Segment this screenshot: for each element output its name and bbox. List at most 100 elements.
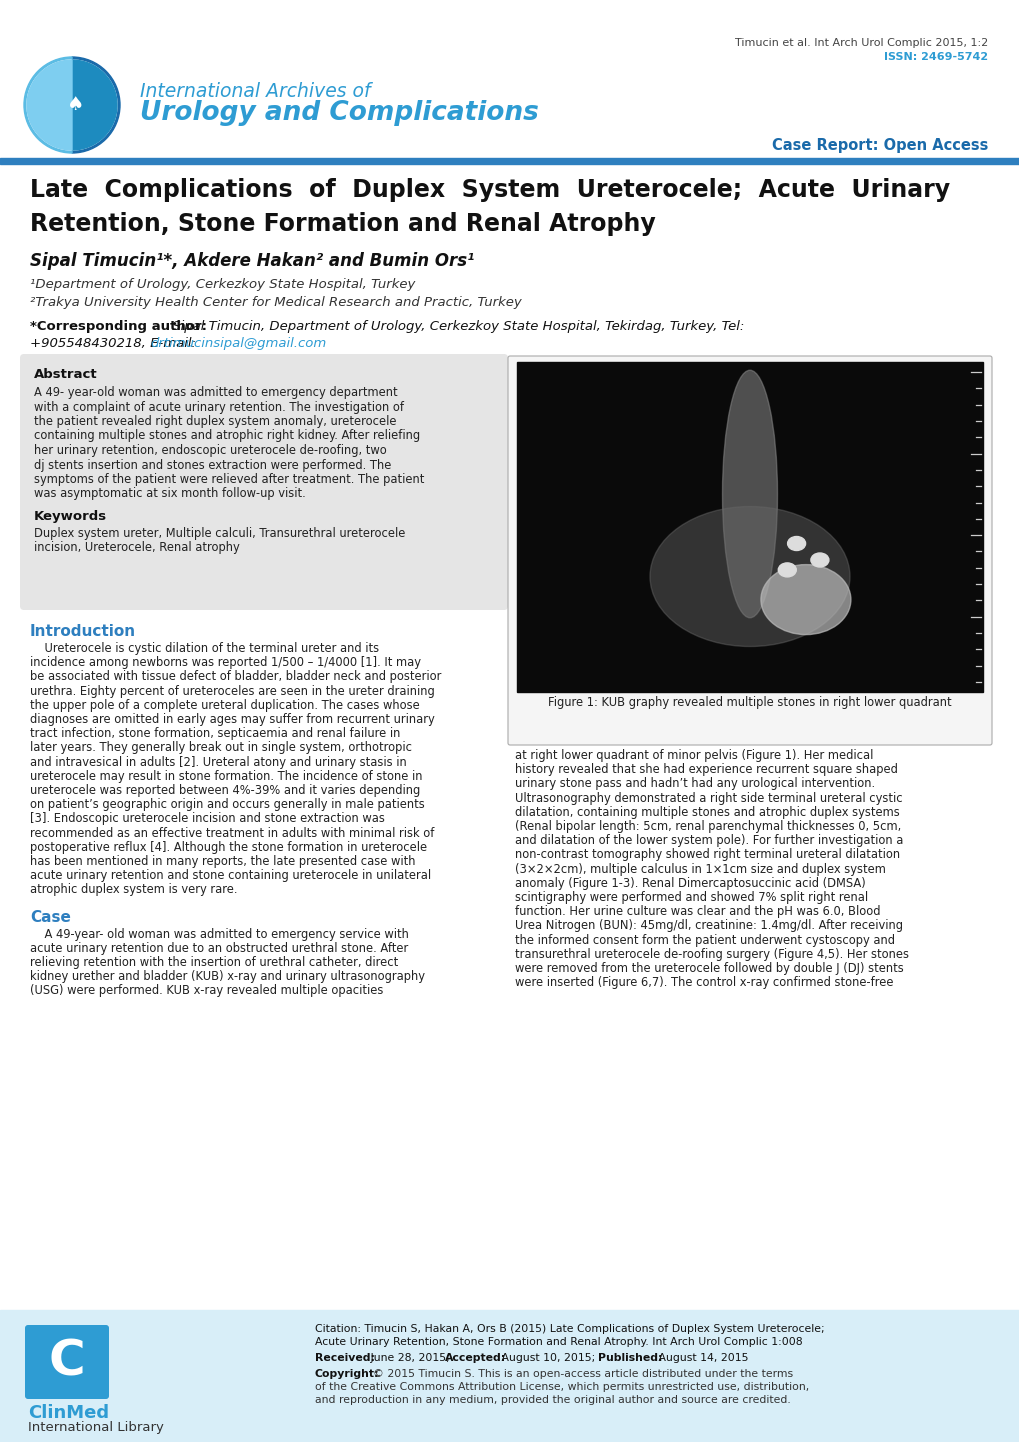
Text: urinary stone pass and hadn’t had any urological intervention.: urinary stone pass and hadn’t had any ur… [515, 777, 874, 790]
Ellipse shape [777, 562, 796, 577]
Ellipse shape [721, 371, 776, 617]
Text: Citation: Timucin S, Hakan A, Ors B (2015) Late Complications of Duplex System U: Citation: Timucin S, Hakan A, Ors B (201… [315, 1324, 823, 1334]
Text: Published:: Published: [597, 1353, 662, 1363]
Text: the upper pole of a complete ureteral duplication. The cases whose: the upper pole of a complete ureteral du… [30, 699, 420, 712]
Text: Figure 1: KUB graphy revealed multiple stones in right lower quadrant: Figure 1: KUB graphy revealed multiple s… [547, 696, 951, 709]
Text: Duplex system ureter, Multiple calculi, Transurethral ureterocele: Duplex system ureter, Multiple calculi, … [34, 526, 405, 539]
Text: Ureterocele is cystic dilation of the terminal ureter and its: Ureterocele is cystic dilation of the te… [30, 642, 379, 655]
Text: were inserted (Figure 6,7). The control x-ray confirmed stone-free: were inserted (Figure 6,7). The control … [515, 976, 893, 989]
Text: Introduction: Introduction [30, 624, 136, 639]
Text: postoperative reflux [4]. Although the stone formation in ureterocele: postoperative reflux [4]. Although the s… [30, 841, 427, 854]
Text: was asymptomatic at six month follow-up visit.: was asymptomatic at six month follow-up … [34, 487, 306, 500]
Text: the informed consent form the patient underwent cystoscopy and: the informed consent form the patient un… [515, 933, 894, 946]
Wedge shape [72, 61, 117, 150]
Text: non-contrast tomography showed right terminal ureteral dilatation: non-contrast tomography showed right ter… [515, 848, 899, 861]
Text: and dilatation of the lower system pole). For further investigation a: and dilatation of the lower system pole)… [515, 835, 903, 848]
Text: *Corresponding author:: *Corresponding author: [30, 320, 207, 333]
Text: scintigraphy were performed and showed 7% split right renal: scintigraphy were performed and showed 7… [515, 891, 867, 904]
Text: +905548430218, E-mail:: +905548430218, E-mail: [30, 337, 200, 350]
Text: were removed from the ureterocele followed by double J (DJ) stents: were removed from the ureterocele follow… [515, 962, 903, 975]
FancyBboxPatch shape [20, 353, 507, 610]
Text: Received:: Received: [315, 1353, 375, 1363]
Text: (3×2×2cm), multiple calculus in 1×1cm size and duplex system: (3×2×2cm), multiple calculus in 1×1cm si… [515, 862, 886, 875]
Text: International Archives of: International Archives of [140, 82, 370, 101]
Text: dilatation, containing multiple stones and atrophic duplex systems: dilatation, containing multiple stones a… [515, 806, 899, 819]
Text: be associated with tissue defect of bladder, bladder neck and posterior: be associated with tissue defect of blad… [30, 671, 441, 684]
Text: incision, Ureterocele, Renal atrophy: incision, Ureterocele, Renal atrophy [34, 542, 239, 555]
Bar [0, 1309, 1019, 1442]
Text: at right lower quadrant of minor pelvis (Figure 1). Her medical: at right lower quadrant of minor pelvis … [515, 748, 872, 761]
Bar [0, 159, 1019, 164]
Text: dj stents insertion and stones extraction were performed. The: dj stents insertion and stones extractio… [34, 459, 391, 472]
FancyBboxPatch shape [507, 356, 991, 746]
Text: urethra. Eighty percent of ureteroceles are seen in the ureter draining: urethra. Eighty percent of ureteroceles … [30, 685, 434, 698]
Text: ClinMed: ClinMed [28, 1405, 109, 1422]
Circle shape [26, 61, 117, 150]
Text: with a complaint of acute urinary retention. The investigation of: with a complaint of acute urinary retent… [34, 401, 404, 414]
Text: function. Her urine culture was clear and the pH was 6.0, Blood: function. Her urine culture was clear an… [515, 906, 879, 919]
Text: Urology and Complications: Urology and Complications [140, 99, 538, 125]
Text: ISSN: 2469-5742: ISSN: 2469-5742 [883, 52, 987, 62]
Text: Accepted:: Accepted: [444, 1353, 505, 1363]
Text: Timucin et al. Int Arch Urol Complic 2015, 1:2: Timucin et al. Int Arch Urol Complic 201… [734, 37, 987, 48]
Text: incidence among newborns was reported 1/500 – 1/4000 [1]. It may: incidence among newborns was reported 1/… [30, 656, 421, 669]
Wedge shape [72, 58, 120, 153]
Text: Case Report: Open Access: Case Report: Open Access [770, 138, 987, 153]
Text: ♠: ♠ [67, 95, 85, 114]
Text: International Library: International Library [28, 1420, 164, 1433]
Text: C: C [49, 1338, 86, 1386]
Text: Urea Nitrogen (BUN): 45mg/dl, creatinine: 1.4mg/dl. After receiving: Urea Nitrogen (BUN): 45mg/dl, creatinine… [515, 920, 902, 933]
Text: the patient revealed right duplex system anomaly, ureterocele: the patient revealed right duplex system… [34, 415, 396, 428]
Text: June 28, 2015;: June 28, 2015; [367, 1353, 452, 1363]
Text: transurethral ureterocele de-roofing surgery (Figure 4,5). Her stones: transurethral ureterocele de-roofing sur… [515, 947, 908, 960]
Text: and reproduction in any medium, provided the original author and source are cred: and reproduction in any medium, provided… [315, 1394, 790, 1405]
Ellipse shape [649, 506, 849, 646]
Text: Ultrasonography demonstrated a right side terminal ureteral cystic: Ultrasonography demonstrated a right sid… [515, 792, 902, 805]
Text: drtimucinsipal@gmail.com: drtimucinsipal@gmail.com [150, 337, 326, 350]
Text: A 49-year- old woman was admitted to emergency service with: A 49-year- old woman was admitted to eme… [30, 927, 409, 940]
Text: A 49- year-old woman was admitted to emergency department: A 49- year-old woman was admitted to eme… [34, 386, 397, 399]
Text: Copyright:: Copyright: [315, 1368, 379, 1379]
Bar [517, 362, 982, 692]
Text: August 10, 2015;: August 10, 2015; [497, 1353, 598, 1363]
Ellipse shape [810, 552, 828, 567]
Text: (USG) were performed. KUB x-ray revealed multiple opacities: (USG) were performed. KUB x-ray revealed… [30, 985, 383, 998]
Wedge shape [26, 61, 72, 150]
Text: August 14, 2015: August 14, 2015 [654, 1353, 748, 1363]
Text: has been mentioned in many reports, the late presented case with: has been mentioned in many reports, the … [30, 855, 415, 868]
Text: recommended as an effective treatment in adults with minimal risk of: recommended as an effective treatment in… [30, 826, 434, 839]
Text: on patient’s geographic origin and occurs generally in male patients: on patient’s geographic origin and occur… [30, 799, 424, 812]
Text: Keywords: Keywords [34, 510, 107, 523]
Text: Sipal Timucin¹*, Akdere Hakan² and Bumin Ors¹: Sipal Timucin¹*, Akdere Hakan² and Bumin… [30, 252, 474, 270]
FancyBboxPatch shape [25, 1325, 109, 1399]
Text: ureterocele was reported between 4%-39% and it varies depending: ureterocele was reported between 4%-39% … [30, 784, 420, 797]
Ellipse shape [787, 536, 805, 551]
Text: tract infection, stone formation, septicaemia and renal failure in: tract infection, stone formation, septic… [30, 727, 400, 740]
Text: Sipal Timucin, Department of Urology, Cerkezkoy State Hospital, Tekirdag, Turkey: Sipal Timucin, Department of Urology, Ce… [168, 320, 744, 333]
Text: history revealed that she had experience recurrent square shaped: history revealed that she had experience… [515, 763, 897, 776]
Ellipse shape [760, 565, 850, 634]
Text: Abstract: Abstract [34, 368, 98, 381]
Text: symptoms of the patient were relieved after treatment. The patient: symptoms of the patient were relieved af… [34, 473, 424, 486]
Text: Retention, Stone Formation and Renal Atrophy: Retention, Stone Formation and Renal Atr… [30, 212, 655, 236]
Text: atrophic duplex system is very rare.: atrophic duplex system is very rare. [30, 884, 237, 897]
Text: [3]. Endoscopic ureterocele incision and stone extraction was: [3]. Endoscopic ureterocele incision and… [30, 812, 384, 825]
Text: and intravesical in adults [2]. Ureteral atony and urinary stasis in: and intravesical in adults [2]. Ureteral… [30, 756, 407, 769]
Text: Acute Urinary Retention, Stone Formation and Renal Atrophy. Int Arch Urol Compli: Acute Urinary Retention, Stone Formation… [315, 1337, 802, 1347]
Text: ureterocele may result in stone formation. The incidence of stone in: ureterocele may result in stone formatio… [30, 770, 422, 783]
Text: © 2015 Timucin S. This is an open-access article distributed under the terms: © 2015 Timucin S. This is an open-access… [373, 1368, 793, 1379]
Text: later years. They generally break out in single system, orthotropic: later years. They generally break out in… [30, 741, 412, 754]
Wedge shape [24, 58, 72, 153]
Text: acute urinary retention and stone containing ureterocele in unilateral: acute urinary retention and stone contai… [30, 870, 431, 883]
Text: ¹Department of Urology, Cerkezkoy State Hospital, Turkey: ¹Department of Urology, Cerkezkoy State … [30, 278, 415, 291]
Text: relieving retention with the insertion of urethral catheter, direct: relieving retention with the insertion o… [30, 956, 397, 969]
Text: Late  Complications  of  Duplex  System  Ureterocele;  Acute  Urinary: Late Complications of Duplex System Uret… [30, 177, 949, 202]
Text: containing multiple stones and atrophic right kidney. After reliefing: containing multiple stones and atrophic … [34, 430, 420, 443]
Text: kidney urether and bladder (KUB) x-ray and urinary ultrasonography: kidney urether and bladder (KUB) x-ray a… [30, 970, 425, 983]
Text: acute urinary retention due to an obstructed urethral stone. After: acute urinary retention due to an obstru… [30, 942, 408, 955]
Text: (Renal bipolar length: 5cm, renal parenchymal thicknesses 0, 5cm,: (Renal bipolar length: 5cm, renal parenc… [515, 820, 901, 833]
Text: of the Creative Commons Attribution License, which permits unrestricted use, dis: of the Creative Commons Attribution Lice… [315, 1381, 808, 1392]
Text: Case: Case [30, 910, 70, 924]
Text: her urinary retention, endoscopic ureterocele de-roofing, two: her urinary retention, endoscopic ureter… [34, 444, 386, 457]
Text: ²Trakya University Health Center for Medical Research and Practic, Turkey: ²Trakya University Health Center for Med… [30, 296, 522, 309]
